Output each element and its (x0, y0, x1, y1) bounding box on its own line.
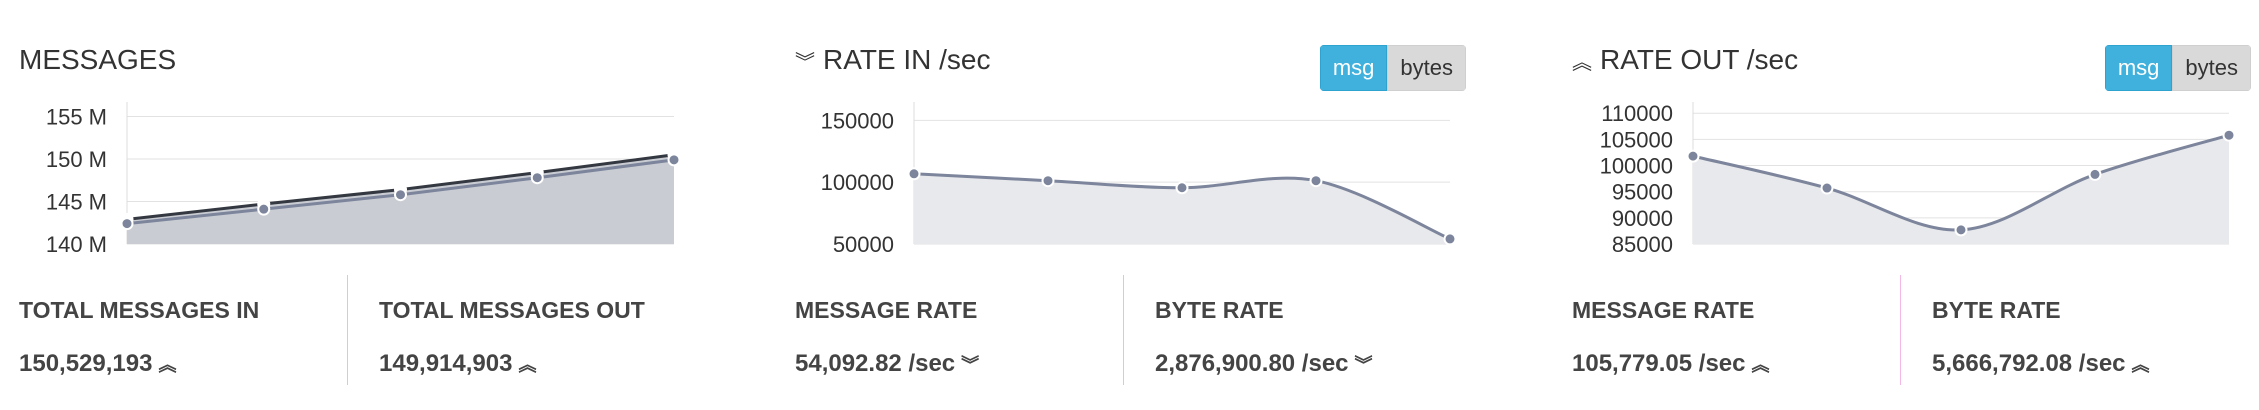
double-chevron-up-icon: ︽ (2131, 355, 2150, 375)
rate-out-title: ︽ RATE OUT /sec (1572, 44, 1798, 76)
rate-in-message-rate-stat: MESSAGE RATE 54,092.82 /sec ︾ (776, 275, 1123, 385)
total-messages-in-number: 150,529,193 (19, 350, 153, 377)
rate-in-byte-rate-label: BYTE RATE (1155, 297, 1284, 323)
data-point[interactable] (907, 167, 921, 181)
rate-out-unit-toggle: msg bytes (2104, 45, 2251, 91)
double-chevron-up-icon: ︽ (158, 355, 177, 375)
y-tick-label: 50000 (833, 232, 894, 257)
rate-in-message-rate-label: MESSAGE RATE (795, 297, 978, 323)
double-chevron-up-icon: ︽ (1572, 51, 1592, 74)
data-point[interactable] (257, 202, 271, 216)
data-point[interactable] (1041, 174, 1055, 188)
data-point[interactable] (1443, 232, 1457, 246)
rate-out-message-rate-stat: MESSAGE RATE 105,779.05 /sec ︽ (1553, 275, 1900, 385)
rate-in-title-text: RATE IN /sec (823, 44, 991, 75)
y-tick-label: 150 M (46, 147, 107, 172)
data-point[interactable] (667, 153, 681, 167)
messages-panel: MESSAGES 155 M 150 M 145 M 140 M TOTAL MESS… (0, 0, 720, 410)
y-tick-label: 150000 (821, 108, 894, 133)
total-messages-out-label: TOTAL MESSAGES OUT (379, 297, 645, 323)
total-messages-in-value: 150,529,193 ︽ (19, 350, 176, 378)
stat-divider (1123, 275, 1124, 385)
messages-title-text: MESSAGES (19, 44, 177, 75)
rate-out-stats: MESSAGE RATE 105,779.05 /sec ︽ BYTE RATE … (1553, 275, 2259, 385)
messages-stats: TOTAL MESSAGES IN 150,529,193 ︽ TOTAL MES… (0, 275, 720, 385)
data-point[interactable] (2222, 128, 2236, 142)
rate-in-byte-rate-value: 2,876,900.80 /sec ︾ (1155, 350, 1373, 378)
stat-divider (347, 275, 348, 385)
rate-out-byte-rate-number: 5,666,792.08 /sec (1932, 350, 2126, 377)
data-point[interactable] (1175, 181, 1189, 195)
rate-out-title-text: RATE OUT /sec (1600, 44, 1799, 75)
rate-out-message-rate-value: 105,779.05 /sec ︽ (1572, 350, 1770, 378)
y-tick-label: 110000 (1601, 101, 1673, 126)
data-point[interactable] (120, 217, 134, 231)
double-chevron-up-icon: ︽ (518, 355, 537, 375)
rate-out-panel: ︽ RATE OUT /sec msg bytes 110000 105000 10… (1553, 0, 2259, 410)
y-tick-label: 155 M (46, 105, 107, 130)
rate-in-msg-button[interactable]: msg (1319, 45, 1388, 91)
data-point[interactable] (2088, 167, 2102, 181)
rate-out-byte-rate-value: 5,666,792.08 /sec ︽ (1932, 350, 2150, 378)
data-point[interactable] (1309, 174, 1323, 188)
y-tick-label: 145 M (46, 190, 107, 215)
rate-in-panel: ︾ RATE IN /sec msg bytes 150000 100000 500… (776, 0, 1466, 410)
rate-out-message-rate-label: MESSAGE RATE (1572, 297, 1755, 323)
rate-in-stats: MESSAGE RATE 54,092.82 /sec ︾ BYTE RATE 2… (776, 275, 1466, 385)
rate-out-msg-button[interactable]: msg (2104, 45, 2173, 91)
total-messages-out-value: 149,914,903 ︽ (379, 350, 536, 378)
data-point[interactable] (394, 188, 407, 202)
y-tick-label: 95000 (1612, 180, 1673, 205)
stat-divider (1900, 275, 1901, 385)
rate-in-unit-toggle: msg bytes (1319, 45, 1466, 91)
rate-in-chart: 150000 100000 50000 (821, 102, 1457, 257)
double-chevron-down-icon: ︾ (1354, 355, 1373, 375)
y-tick-label: 90000 (1612, 206, 1673, 231)
y-tick-label: 100000 (1600, 154, 1673, 179)
y-tick-label: 140 M (46, 232, 107, 257)
y-tick-label: 105000 (1600, 127, 1673, 152)
rate-in-bytes-button[interactable]: bytes (1387, 45, 1466, 91)
total-messages-in-label: TOTAL MESSAGES IN (19, 297, 260, 323)
y-tick-label: 85000 (1612, 232, 1673, 257)
data-point[interactable] (530, 171, 544, 185)
rate-in-byte-rate-number: 2,876,900.80 /sec (1155, 350, 1349, 377)
double-chevron-down-icon: ︾ (961, 355, 980, 375)
double-chevron-up-icon: ︽ (1751, 355, 1770, 375)
rate-in-byte-rate-stat: BYTE RATE 2,876,900.80 /sec ︾ (1136, 275, 1466, 385)
series-area (914, 173, 1450, 244)
total-messages-out-stat: TOTAL MESSAGES OUT 149,914,903 ︽ (360, 275, 720, 385)
rate-out-message-rate-number: 105,779.05 /sec (1572, 350, 1746, 377)
messages-title: MESSAGES (19, 44, 176, 76)
rate-out-byte-rate-label: BYTE RATE (1932, 297, 2061, 323)
rate-in-message-rate-number: 54,092.82 /sec (795, 350, 956, 377)
total-messages-out-number: 149,914,903 (379, 350, 513, 377)
data-point[interactable] (1820, 181, 1834, 195)
messages-chart: 155 M 150 M 145 M 140 M (46, 102, 681, 257)
double-chevron-down-icon: ︾ (795, 51, 815, 74)
y-tick-label: 100000 (821, 170, 894, 195)
data-point[interactable] (1686, 149, 1700, 163)
series-area (1693, 135, 2229, 244)
total-messages-in-stat: TOTAL MESSAGES IN 150,529,193 ︽ (0, 275, 347, 385)
rate-out-bytes-button[interactable]: bytes (2172, 45, 2251, 91)
rate-in-title: ︾ RATE IN /sec (795, 44, 991, 76)
rate-out-byte-rate-stat: BYTE RATE 5,666,792.08 /sec ︽ (1913, 275, 2259, 385)
data-point[interactable] (1954, 223, 1968, 237)
rate-in-message-rate-value: 54,092.82 /sec ︾ (795, 350, 979, 378)
